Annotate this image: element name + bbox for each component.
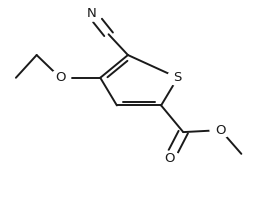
Text: O: O (164, 152, 175, 165)
Circle shape (81, 6, 103, 21)
Circle shape (167, 70, 188, 85)
Text: N: N (87, 7, 97, 20)
Text: O: O (55, 71, 65, 84)
Circle shape (159, 151, 180, 166)
Text: S: S (173, 71, 182, 84)
Circle shape (50, 70, 71, 85)
Text: O: O (215, 124, 226, 137)
Circle shape (210, 123, 231, 138)
